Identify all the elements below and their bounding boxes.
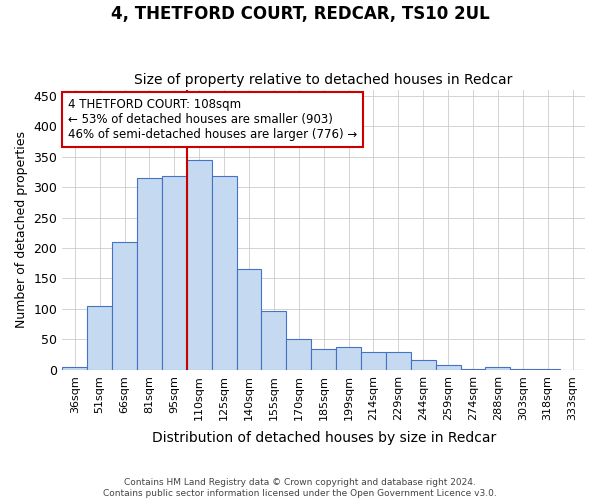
Text: 4 THETFORD COURT: 108sqm
← 53% of detached houses are smaller (903)
46% of semi-: 4 THETFORD COURT: 108sqm ← 53% of detach… <box>68 98 357 141</box>
Bar <box>311 348 336 370</box>
Bar <box>386 352 411 370</box>
Bar <box>112 242 137 370</box>
Text: Contains HM Land Registry data © Crown copyright and database right 2024.
Contai: Contains HM Land Registry data © Crown c… <box>103 478 497 498</box>
Bar <box>62 367 87 370</box>
Bar <box>212 176 236 370</box>
X-axis label: Distribution of detached houses by size in Redcar: Distribution of detached houses by size … <box>152 431 496 445</box>
Bar <box>236 270 262 370</box>
Title: Size of property relative to detached houses in Redcar: Size of property relative to detached ho… <box>134 73 513 87</box>
Bar <box>336 348 361 370</box>
Y-axis label: Number of detached properties: Number of detached properties <box>15 131 28 328</box>
Bar <box>262 311 286 370</box>
Bar <box>87 306 112 370</box>
Bar <box>411 360 436 370</box>
Bar <box>137 178 162 370</box>
Bar <box>162 176 187 370</box>
Bar <box>485 367 511 370</box>
Bar <box>436 365 461 370</box>
Bar <box>187 160 212 370</box>
Bar <box>286 340 311 370</box>
Text: 4, THETFORD COURT, REDCAR, TS10 2UL: 4, THETFORD COURT, REDCAR, TS10 2UL <box>110 5 490 23</box>
Bar <box>361 352 386 370</box>
